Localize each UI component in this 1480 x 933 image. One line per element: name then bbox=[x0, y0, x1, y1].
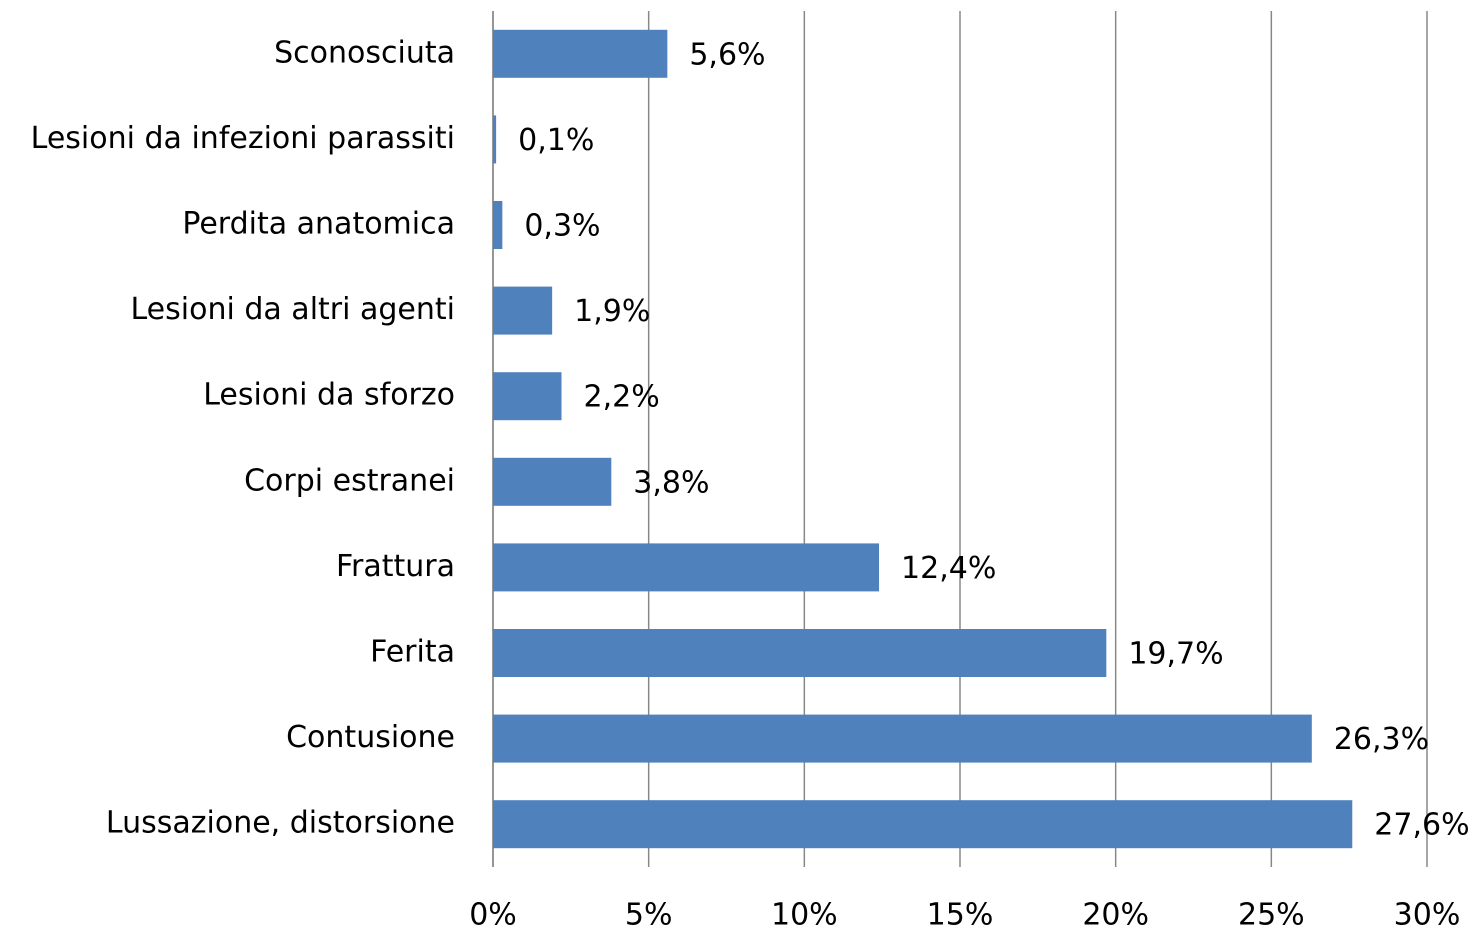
bar bbox=[493, 115, 497, 164]
x-tick-label: 25% bbox=[1238, 898, 1305, 933]
bar bbox=[493, 714, 1312, 763]
value-label: 5,6% bbox=[689, 37, 765, 72]
x-tick-label: 20% bbox=[1082, 898, 1149, 933]
bar bbox=[493, 372, 562, 421]
bar bbox=[493, 457, 612, 506]
value-label: 0,1% bbox=[518, 123, 594, 158]
bar bbox=[493, 201, 503, 249]
value-label: 3,8% bbox=[633, 465, 709, 500]
bar bbox=[493, 800, 1353, 849]
x-tick-label: 15% bbox=[927, 898, 994, 933]
x-tick-label: 10% bbox=[771, 898, 838, 933]
value-label: 2,2% bbox=[583, 380, 659, 415]
bar bbox=[493, 286, 553, 335]
y-tick-label: Ferita bbox=[370, 635, 455, 670]
bar bbox=[493, 543, 880, 592]
y-tick-label: Lussazione, distorsione bbox=[106, 806, 455, 841]
value-label: 19,7% bbox=[1128, 637, 1223, 672]
value-label: 0,3% bbox=[524, 209, 600, 244]
value-label: 1,9% bbox=[574, 294, 650, 329]
y-tick-label: Lesioni da sforzo bbox=[203, 378, 455, 413]
value-label: 26,3% bbox=[1334, 722, 1429, 757]
bar bbox=[493, 29, 668, 78]
value-label: 27,6% bbox=[1374, 808, 1469, 843]
x-tick-label: 30% bbox=[1394, 898, 1461, 933]
x-tick-label: 0% bbox=[469, 898, 517, 933]
bar bbox=[493, 629, 1107, 677]
y-tick-label: Frattura bbox=[336, 549, 455, 584]
y-tick-label: Corpi estranei bbox=[244, 463, 455, 498]
y-tick-label: Lesioni da altri agenti bbox=[131, 292, 456, 327]
y-tick-label: Sconosciuta bbox=[274, 35, 455, 70]
x-tick-label: 5% bbox=[625, 898, 673, 933]
y-tick-label: Lesioni da infezioni parassiti bbox=[31, 121, 455, 156]
y-tick-label: Contusione bbox=[286, 720, 455, 755]
value-label: 12,4% bbox=[901, 551, 996, 586]
y-tick-label: Perdita anatomica bbox=[182, 207, 455, 242]
